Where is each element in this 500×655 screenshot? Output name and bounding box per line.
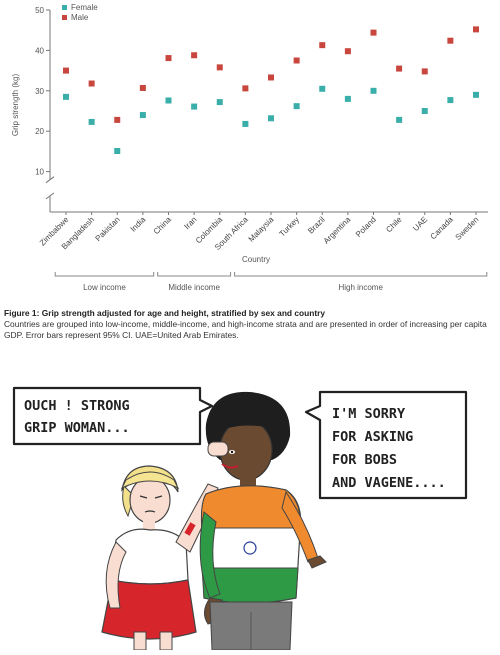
x-tick-label: UAE bbox=[411, 215, 429, 233]
x-tick-label: Chile bbox=[384, 215, 404, 235]
x-tick-label: Malaysia bbox=[247, 215, 276, 244]
right-bubble-line-3: FOR BOBS bbox=[332, 452, 397, 468]
right-bubble-line-4: AND VAGENE.... bbox=[332, 475, 446, 491]
x-tick-label: Argentina bbox=[322, 215, 353, 246]
y-tick-label: 10 bbox=[35, 168, 44, 177]
data-point-male bbox=[421, 68, 428, 75]
income-group-bracket bbox=[234, 272, 488, 277]
right-bubble-line-1: I'M SORRY bbox=[332, 406, 406, 422]
data-point-male bbox=[165, 55, 172, 62]
y-tick-label: 20 bbox=[35, 127, 44, 136]
right-bubble-line-2: FOR ASKING bbox=[332, 429, 413, 445]
legend-label: Male bbox=[71, 13, 89, 22]
data-point-male bbox=[114, 116, 121, 123]
left-speech-bubble: OUCH ! STRONG GRIP WOMAN... bbox=[12, 386, 214, 446]
x-axis-title: Country bbox=[242, 255, 270, 264]
man-figure bbox=[199, 391, 327, 651]
x-tick-label: Poland bbox=[354, 215, 378, 239]
data-point-male bbox=[370, 29, 377, 36]
data-point-male bbox=[88, 80, 95, 87]
x-tick-label: Canada bbox=[429, 215, 456, 242]
marks-layer bbox=[63, 26, 479, 154]
y-tick-label: 30 bbox=[35, 87, 44, 96]
data-point-female bbox=[242, 120, 249, 127]
income-group-label: High income bbox=[338, 283, 383, 292]
legend-label: Female bbox=[71, 3, 98, 12]
x-tick-label: Brazil bbox=[306, 215, 327, 236]
data-point-female bbox=[447, 97, 454, 104]
x-tick-label: India bbox=[129, 215, 148, 234]
x-tick-label: China bbox=[152, 215, 174, 237]
y-tick-label: 50 bbox=[35, 6, 44, 15]
data-point-male bbox=[268, 74, 274, 81]
axis-break-mark bbox=[45, 176, 55, 184]
caption-body: Countries are grouped into low-income, m… bbox=[4, 319, 487, 340]
data-point-female bbox=[370, 87, 377, 94]
data-point-male bbox=[216, 64, 223, 71]
data-point-female bbox=[293, 103, 300, 110]
x-tick-label: Pakistan bbox=[94, 215, 122, 243]
data-point-female bbox=[396, 116, 403, 123]
data-point-female bbox=[114, 147, 121, 154]
income-group-bracket bbox=[54, 272, 155, 277]
legend-marker bbox=[62, 15, 67, 20]
data-point-male bbox=[139, 84, 146, 91]
data-point-male bbox=[191, 52, 198, 59]
data-point-male bbox=[293, 57, 300, 64]
left-bubble-line-2: GRIP WOMAN... bbox=[24, 420, 130, 436]
data-point-male bbox=[319, 42, 326, 49]
comic-illustration: OUCH ! STRONG GRIP WOMAN... I'M SORRY FO… bbox=[12, 386, 468, 651]
data-point-male bbox=[242, 85, 249, 92]
x-tick-label: Sweden bbox=[454, 215, 481, 242]
data-point-female bbox=[191, 103, 198, 110]
x-tick-label: Iran bbox=[182, 215, 198, 231]
x-tick-label: Turkey bbox=[278, 215, 301, 238]
income-group-bracket bbox=[157, 272, 232, 277]
data-point-male bbox=[396, 65, 403, 72]
y-tick-label: 40 bbox=[35, 46, 44, 55]
data-point-female bbox=[139, 112, 146, 119]
left-bubble-line-1: OUCH ! STRONG bbox=[24, 398, 130, 414]
axis-break-mark bbox=[45, 192, 55, 200]
income-group-label: Middle income bbox=[168, 283, 220, 292]
legend-marker bbox=[62, 5, 67, 10]
right-speech-bubble: I'M SORRY FOR ASKING FOR BOBS AND VAGENE… bbox=[304, 390, 468, 500]
figure-caption: Figure 1: Grip strength adjusted for age… bbox=[4, 308, 496, 341]
data-point-female bbox=[165, 97, 172, 104]
axes-layer bbox=[45, 9, 488, 277]
comic-panel: OUCH ! STRONG GRIP WOMAN... I'M SORRY FO… bbox=[0, 362, 500, 651]
data-point-male bbox=[473, 26, 479, 33]
data-point-male bbox=[447, 37, 454, 44]
data-point-female bbox=[216, 99, 223, 106]
data-point-male bbox=[63, 67, 69, 74]
data-point-female bbox=[268, 115, 274, 122]
data-point-female bbox=[473, 91, 479, 98]
woman-figure bbox=[101, 465, 219, 651]
data-point-female bbox=[319, 85, 326, 92]
data-point-male bbox=[344, 48, 351, 55]
caption-title: Figure 1: Grip strength adjusted for age… bbox=[4, 308, 326, 318]
data-point-female bbox=[344, 95, 351, 102]
income-group-label: Low income bbox=[83, 283, 126, 292]
data-point-female bbox=[421, 108, 428, 114]
chart-area: 10 20 30 40 50 Grip strength (kg) Zimbabwe Bang… bbox=[4, 3, 496, 341]
y-axis-title: Grip strength (kg) bbox=[11, 74, 20, 137]
data-point-female bbox=[63, 93, 69, 100]
data-point-female bbox=[88, 118, 95, 125]
